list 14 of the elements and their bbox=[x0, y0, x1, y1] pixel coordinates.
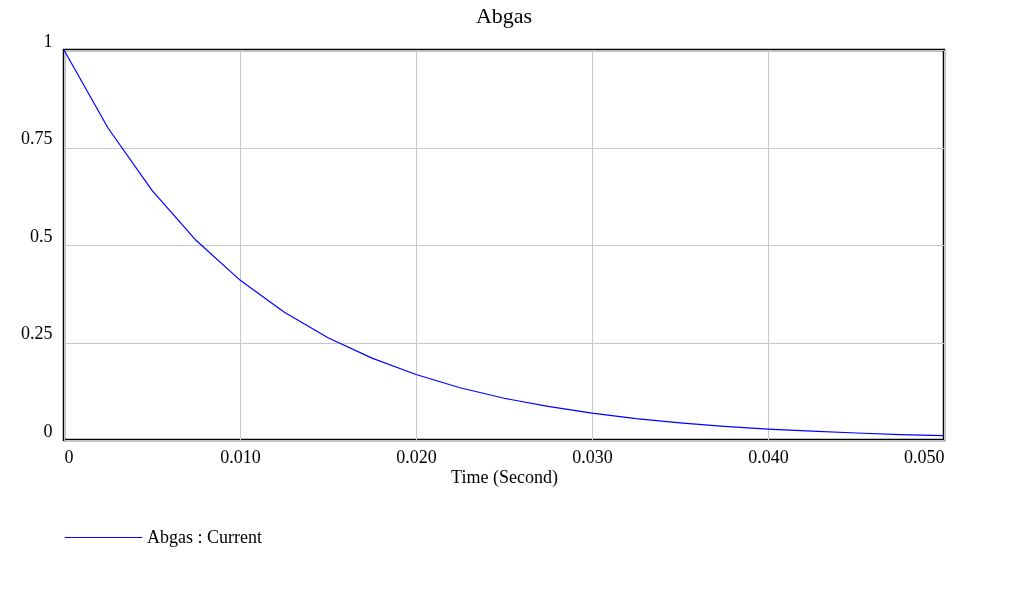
y-tick-label: 1 bbox=[43, 30, 53, 51]
y-tick-label: 0 bbox=[43, 420, 53, 441]
x-tick-label: 0.050 bbox=[904, 446, 945, 467]
x-tick-label: 0.020 bbox=[396, 446, 437, 467]
x-tick-label: 0.030 bbox=[572, 446, 613, 467]
y-tick-label: 0.75 bbox=[21, 128, 53, 148]
chart-title: Abgas bbox=[475, 3, 533, 28]
legend-label: Abgas : Current bbox=[147, 526, 262, 547]
x-tick-label: 0.010 bbox=[220, 446, 261, 467]
x-tick-label: 0.040 bbox=[748, 446, 789, 467]
x-axis-title: Time (Second) bbox=[451, 466, 558, 488]
y-tick-label: 0.5 bbox=[30, 225, 53, 246]
y-tick-label: 0.25 bbox=[21, 323, 53, 343]
x-tick-label: 0 bbox=[64, 446, 74, 467]
